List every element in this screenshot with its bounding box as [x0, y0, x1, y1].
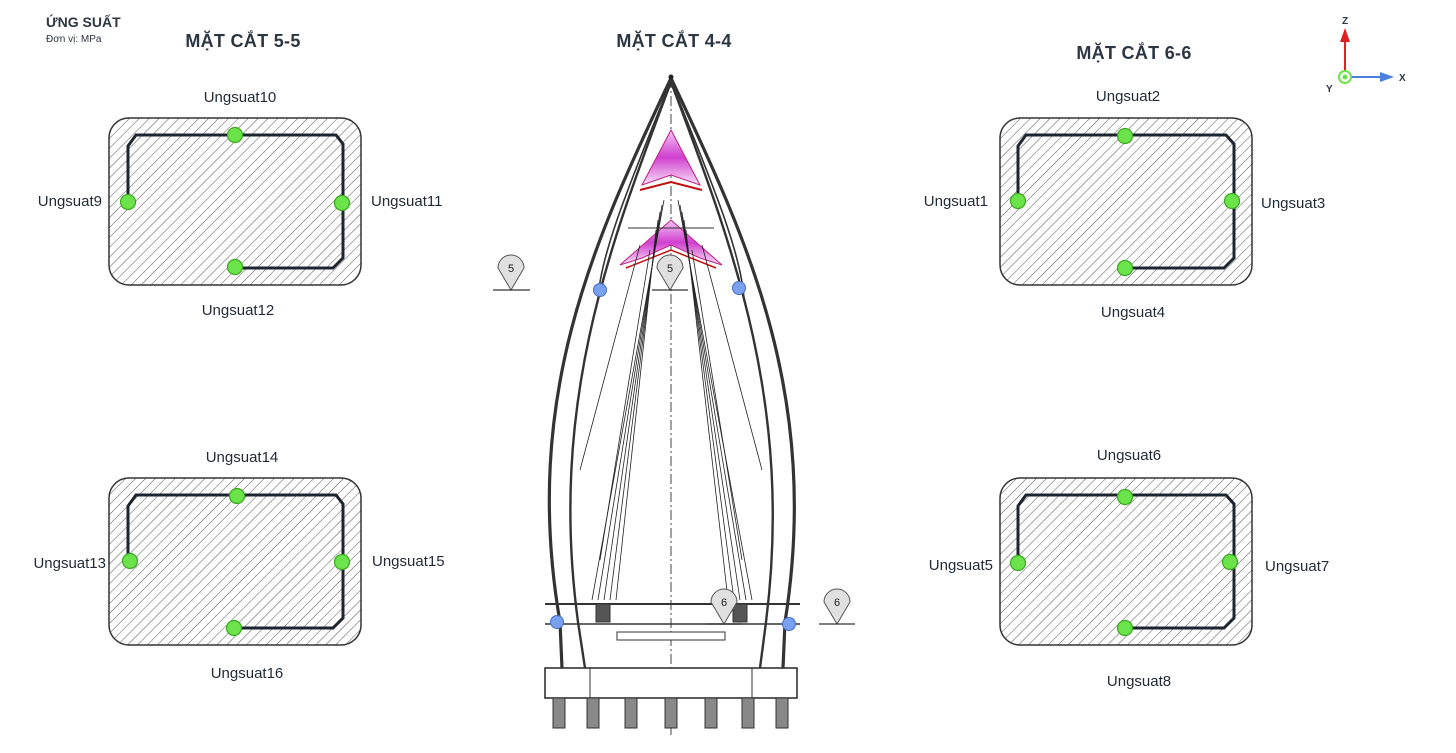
legend-unit: Đơn vị: MPa [46, 34, 102, 45]
label-ungsuat11: Ungsuat11 [371, 193, 443, 210]
cross-section-5-5-top [108, 117, 362, 286]
label-ungsuat14: Ungsuat14 [205, 449, 279, 466]
tower-point-lower-left [550, 615, 564, 629]
label-ungsuat9: Ungsuat9 [37, 193, 102, 210]
label-ungsuat12: Ungsuat12 [201, 302, 275, 319]
label-ungsuat8: Ungsuat8 [1106, 673, 1172, 690]
label-ungsuat3: Ungsuat3 [1261, 195, 1326, 212]
label-ungsuat15: Ungsuat15 [372, 553, 445, 570]
axis-z-label: Z [1342, 16, 1348, 27]
section-marker-6-center-text: 6 [721, 597, 727, 609]
legend-title: ỨNG SUẤT [46, 14, 121, 30]
sensor-ungsuat8 [1116, 619, 1134, 637]
section-marker-6-right: 6 [819, 588, 855, 625]
section-title-6-6: MẶT CẮT 6-6 [1076, 43, 1192, 63]
sensor-ungsuat11 [333, 194, 351, 212]
tower-elevation [544, 77, 800, 735]
sensor-ungsuat3 [1223, 192, 1241, 210]
label-ungsuat13: Ungsuat13 [33, 555, 106, 572]
axis-triad: Z X Y [1326, 16, 1406, 95]
cross-section-5-5-bottom [108, 477, 362, 646]
tower-apex [668, 74, 674, 80]
sensor-ungsuat12 [226, 258, 244, 276]
axis-y-label: Y [1326, 84, 1333, 95]
tower-point-lower-right [782, 617, 796, 631]
section-marker-5-center-text: 5 [667, 263, 673, 275]
section-title-5-5: MẶT CẮT 5-5 [185, 31, 301, 51]
section-marker-6-right-text: 6 [834, 597, 840, 609]
section-marker-6-center: 6 [706, 588, 742, 625]
label-ungsuat1: Ungsuat1 [923, 193, 988, 210]
sensor-ungsuat2 [1116, 127, 1134, 145]
label-ungsuat10: Ungsuat10 [203, 89, 277, 106]
label-ungsuat7: Ungsuat7 [1265, 558, 1330, 575]
sensor-ungsuat6 [1116, 488, 1134, 506]
legend-header: ỨNG SUẤT Đơn vị: MPa [46, 14, 121, 45]
tower-point-upper-right [732, 281, 746, 295]
axis-x-label: X [1399, 73, 1406, 84]
label-ungsuat2: Ungsuat2 [1095, 88, 1161, 105]
sensor-ungsuat7 [1221, 553, 1239, 571]
sensor-ungsuat14 [228, 487, 246, 505]
sensor-ungsuat4 [1116, 259, 1134, 277]
sensor-ungsuat10 [226, 126, 244, 144]
sensor-ungsuat15 [333, 553, 351, 571]
section-title-4-4: MẶT CẮT 4-4 [616, 31, 732, 51]
sensor-ungsuat1 [1009, 192, 1027, 210]
cross-section-6-6-bottom [999, 477, 1253, 646]
label-ungsuat16: Ungsuat16 [210, 665, 284, 682]
sensor-ungsuat5 [1009, 554, 1027, 572]
label-ungsuat6: Ungsuat6 [1096, 447, 1162, 464]
sensor-ungsuat13 [121, 552, 139, 570]
sensor-ungsuat16 [225, 619, 243, 637]
label-ungsuat5: Ungsuat5 [928, 557, 993, 574]
tower-piles [552, 697, 789, 729]
axis-x-arrow-icon [1380, 72, 1394, 82]
label-ungsuat4: Ungsuat4 [1100, 304, 1166, 321]
tower-point-upper-left [593, 283, 607, 297]
section-marker-5-left: 5 [493, 254, 530, 291]
sensor-ungsuat9 [119, 193, 137, 211]
axis-z-arrow-icon [1340, 28, 1350, 42]
section-marker-5-left-text: 5 [508, 263, 514, 275]
section-marker-5-center: 5 [652, 254, 688, 291]
cross-section-6-6-top [999, 117, 1253, 286]
